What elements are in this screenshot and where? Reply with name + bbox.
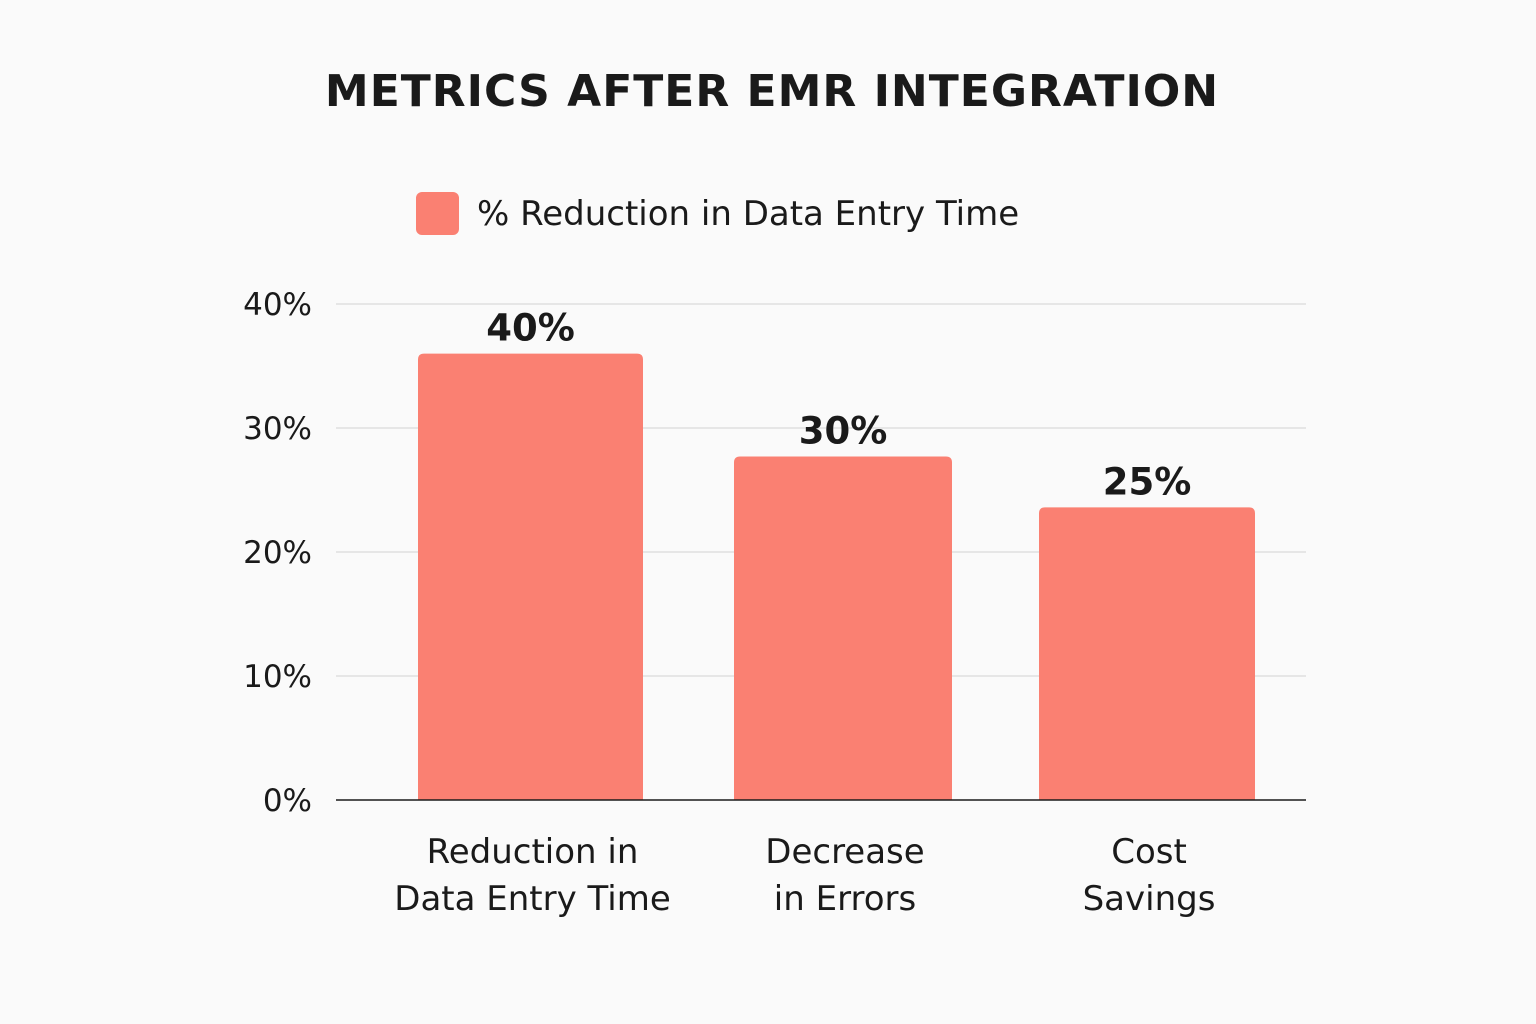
y-tick-label: 0%	[263, 783, 312, 819]
x-tick-label: Decrease	[765, 832, 924, 872]
bar-data-label: 40%	[486, 307, 575, 350]
x-tick-label: Reduction in	[427, 832, 639, 872]
x-tick-label: Savings	[1083, 879, 1216, 919]
y-tick-label: 10%	[243, 659, 312, 695]
bar	[418, 353, 643, 800]
y-tick-label: 40%	[243, 287, 312, 323]
bar-data-label: 25%	[1103, 460, 1192, 503]
legend: % Reduction in Data Entry Time	[416, 192, 1019, 235]
bar	[734, 456, 952, 800]
legend-swatch	[416, 192, 459, 235]
chart-title: METRICS AFTER EMR INTEGRATION	[324, 66, 1220, 117]
y-tick-label: 30%	[243, 411, 312, 447]
x-tick-label: Data Entry Time	[394, 879, 670, 919]
legend-label: % Reduction in Data Entry Time	[477, 193, 1020, 234]
bar-data-label: 30%	[799, 410, 888, 453]
bar	[1039, 507, 1255, 800]
x-tick-label: Cost	[1111, 832, 1187, 872]
x-tick-label: in Errors	[774, 879, 916, 919]
y-tick-label: 20%	[243, 535, 312, 571]
